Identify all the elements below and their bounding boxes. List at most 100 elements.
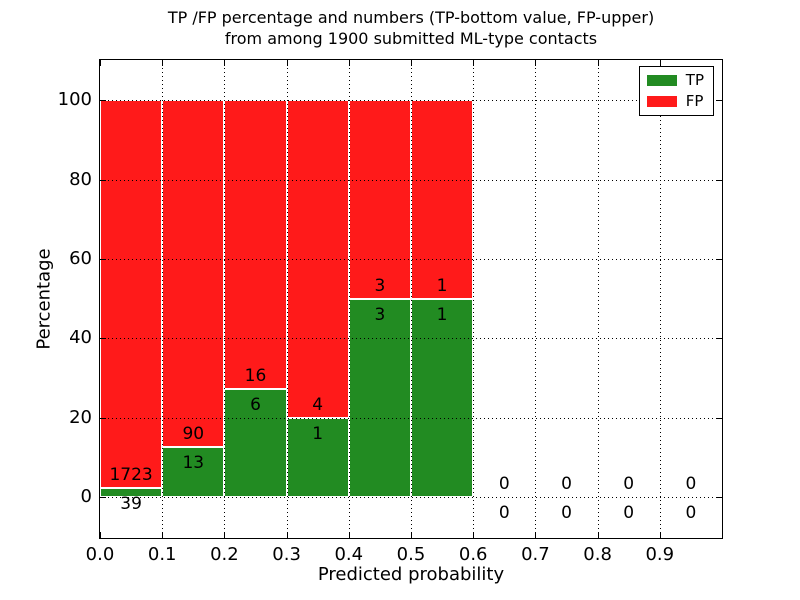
- x-tick-mark: [535, 532, 537, 538]
- y-tick-mark: [100, 338, 106, 340]
- y-tick-mark: [100, 417, 106, 419]
- x-tick-mark: [597, 532, 599, 538]
- y-tick-mark: [100, 497, 106, 499]
- x-tick-mark: [224, 532, 226, 538]
- y-tick-mark-right: [716, 100, 722, 102]
- plot-inner-area: TP FP 1723 39 90 13 16 6 4 1 3 3 1 1 0 0 0 0 0 0 0 0: [100, 60, 722, 538]
- bar-segment-tp: [411, 298, 474, 498]
- bar-segment-tp: [348, 298, 411, 498]
- x-tick-mark-top: [224, 60, 226, 66]
- x-tick-mark-top: [162, 60, 164, 66]
- tp-count-label: 3: [374, 304, 386, 325]
- x-gridline: [597, 60, 599, 538]
- fp-count-label: 1: [436, 275, 448, 296]
- x-tick-mark: [473, 532, 475, 538]
- x-tick-label: 0.8: [583, 544, 612, 565]
- x-tick-label: 0.9: [645, 544, 675, 565]
- x-gridline: [348, 60, 350, 538]
- bar-segment-fp: [224, 100, 287, 389]
- legend-label-tp: TP: [685, 71, 704, 89]
- bar-segment-fp: [100, 100, 163, 489]
- fp-color-swatch-icon: [646, 96, 677, 107]
- fp-count-label: 90: [182, 423, 205, 444]
- y-tick-label: 60: [69, 247, 92, 269]
- x-gridline: [473, 60, 475, 538]
- fp-count-label: 4: [312, 394, 324, 415]
- x-tick-mark: [348, 532, 350, 538]
- x-tick-mark-top: [286, 60, 288, 66]
- bar-segment-fp: [411, 100, 474, 299]
- chart-title: TP /FP percentage and numbers (TP-bottom…: [100, 7, 722, 49]
- x-tick-label: 0.0: [85, 544, 115, 565]
- tp-count-label: 39: [120, 494, 142, 515]
- bar-segment-tp: [224, 388, 287, 498]
- y-tick-label: 0: [80, 486, 92, 508]
- chart-title-line2: from among 1900 submitted ML-type contac…: [224, 29, 598, 48]
- x-tick-mark: [100, 532, 101, 538]
- x-tick-mark-top: [100, 60, 101, 66]
- y-tick-mark-right: [716, 338, 722, 340]
- x-tick-mark-top: [535, 60, 537, 66]
- y-tick-mark-right: [716, 179, 722, 181]
- tp-count-label: 0: [561, 503, 572, 524]
- x-tick-mark: [411, 532, 412, 538]
- x-tick-label: 0.3: [272, 544, 301, 565]
- y-tick-mark: [100, 258, 106, 260]
- y-tick-label: 80: [69, 168, 92, 190]
- fp-count-label: 1723: [109, 465, 153, 486]
- chart-title-line1: TP /FP percentage and numbers (TP-bottom…: [167, 8, 655, 27]
- tp-color-swatch-icon: [646, 75, 677, 86]
- x-gridline: [659, 60, 661, 538]
- y-tick-mark: [100, 100, 106, 102]
- x-tick-mark-top: [411, 60, 412, 66]
- x-tick-label: 0.7: [521, 544, 550, 565]
- tp-count-label: 6: [250, 394, 261, 415]
- x-tick-mark-top: [597, 60, 599, 66]
- fp-count-label: 0: [561, 474, 572, 495]
- x-tick-label: 0.5: [396, 544, 426, 565]
- x-tick-label: 0.6: [458, 544, 488, 565]
- fp-count-label: 0: [685, 474, 697, 495]
- x-gridline: [224, 60, 226, 538]
- x-gridline: [162, 60, 164, 538]
- x-tick-mark: [286, 532, 288, 538]
- x-gridline: [535, 60, 537, 538]
- fp-count-label: 16: [244, 365, 267, 386]
- bar-segment-fp: [348, 100, 411, 299]
- x-tick-mark: [659, 532, 661, 538]
- x-tick-mark-top: [348, 60, 350, 66]
- bar-segment-tp: [162, 446, 225, 498]
- x-tick-mark-top: [473, 60, 475, 66]
- y-tick-label: 20: [69, 406, 92, 428]
- y-tick-label: 40: [69, 327, 92, 349]
- bar-segment-tp: [100, 488, 163, 498]
- y-tick-mark-right: [716, 417, 722, 419]
- tp-count-label: 1: [312, 423, 324, 444]
- x-tick-label: 0.1: [147, 544, 177, 565]
- legend-label-fp: FP: [685, 92, 704, 110]
- y-tick-mark-right: [716, 497, 722, 499]
- legend-entry-tp: TP: [646, 71, 704, 89]
- x-axis-label: Predicted probability: [317, 564, 505, 585]
- x-gridline: [286, 60, 288, 538]
- bar-segment-fp: [162, 100, 225, 447]
- tp-count-label: 0: [685, 503, 697, 524]
- legend-entry-fp: FP: [646, 92, 704, 110]
- plot-area: TP FP 1723 39 90 13 16 6 4 1 3 3 1 1 0 0 0 0 0 0 0 0: [99, 59, 723, 539]
- y-tick-mark-right: [716, 258, 722, 260]
- legend: TP FP: [638, 66, 714, 116]
- fp-count-label: 3: [374, 275, 386, 296]
- tp-count-label: 13: [182, 452, 205, 473]
- bar-segment-tp: [286, 417, 349, 498]
- fp-count-label: 0: [498, 474, 510, 495]
- x-tick-label: 0.2: [210, 544, 239, 565]
- x-tick-mark-top: [659, 60, 661, 66]
- tp-count-label: 0: [498, 503, 510, 524]
- x-tick-mark: [162, 532, 164, 538]
- y-tick-label: 100: [57, 89, 92, 111]
- tp-count-label: 1: [436, 304, 448, 325]
- fp-count-label: 0: [623, 474, 635, 495]
- x-gridline: [411, 60, 412, 538]
- tp-count-label: 0: [623, 503, 635, 524]
